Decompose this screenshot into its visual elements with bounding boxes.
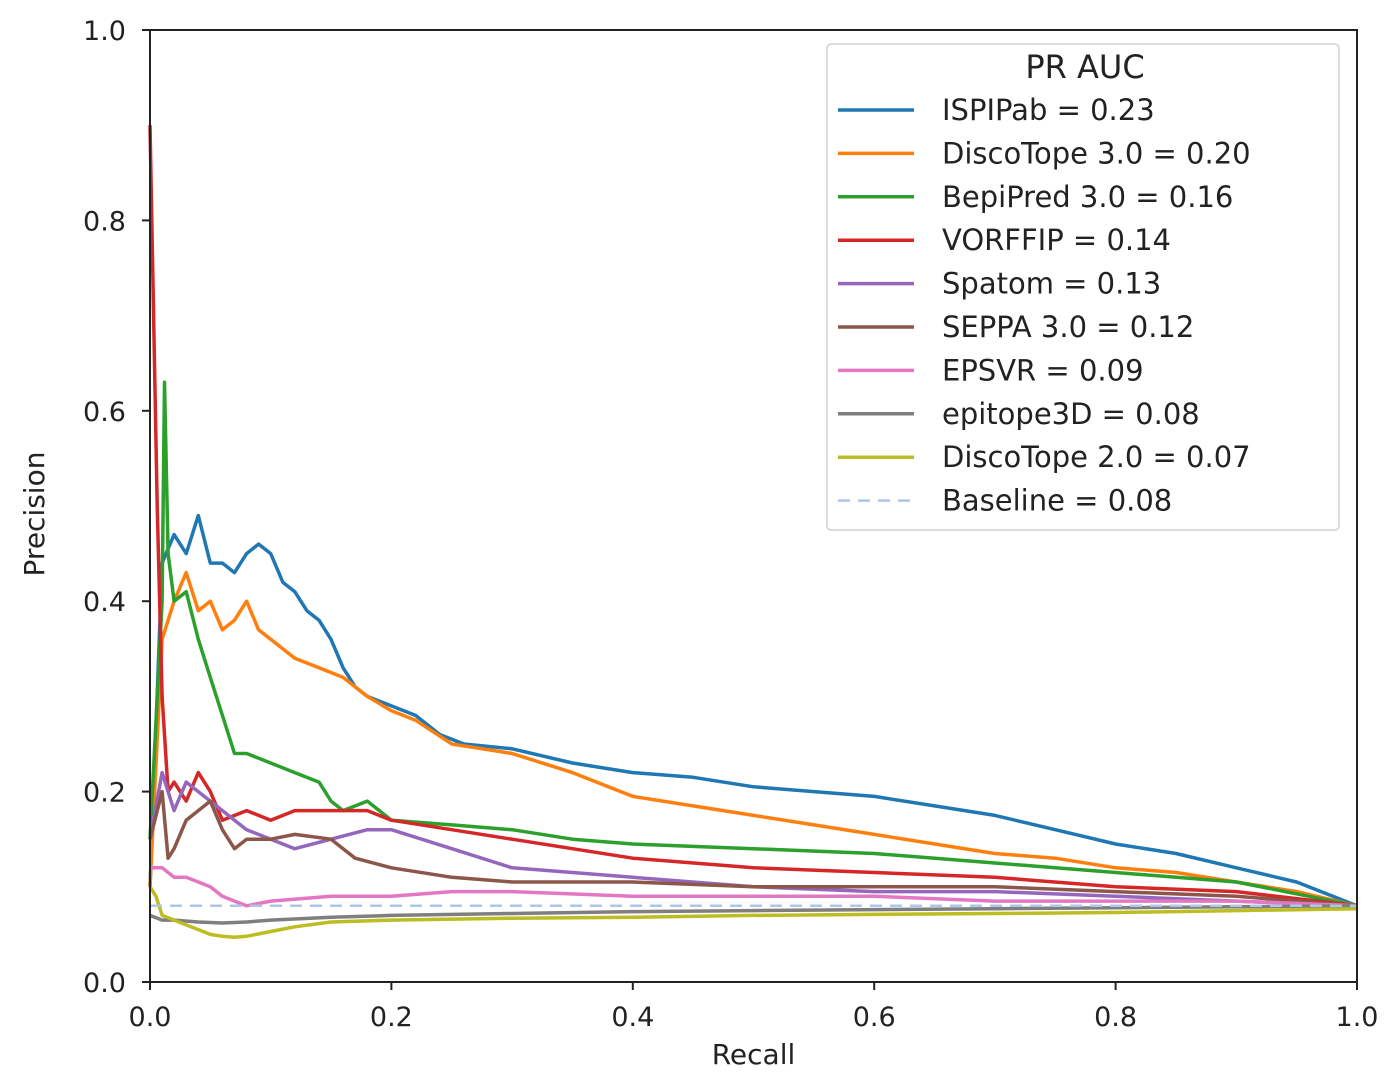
series-line-5 (148, 789, 1358, 908)
legend-items: ISPIPab = 0.23 DiscoTope 3.0 = 0.20 BepiPr… (838, 93, 1251, 518)
series-line-6 (150, 866, 1358, 908)
legend-box (826, 43, 1340, 531)
x-tick-label: 1.0 (1336, 1002, 1379, 1033)
x-tick-label: 0.4 (611, 1002, 654, 1033)
series-line-7 (149, 904, 1358, 925)
x-tick-label: 0.6 (853, 1002, 896, 1033)
y-tick-label: 0.6 (83, 397, 126, 428)
legend: PR AUC ISPIPab = 0.23 DiscoTope 3.0 = 0.2… (826, 43, 1340, 531)
legend-label-2: BepiPred 3.0 = 0.16 (942, 180, 1233, 214)
series-line-2 (148, 380, 1358, 908)
series-line-8 (148, 885, 1358, 940)
legend-label-0: ISPIPab = 0.23 (942, 93, 1155, 127)
legend-label-6: EPSVR = 0.09 (942, 353, 1144, 387)
ticks-layer: 0.0 0.2 0.4 0.6 0.8 1.0 0.0 0.2 0.4 0.6 0.8 1.0 (83, 16, 1378, 1033)
legend-label-5: SEPPA 3.0 = 0.12 (942, 310, 1194, 344)
x-tick-label: 0.2 (370, 1002, 413, 1033)
legend-label-9: Baseline = 0.08 (942, 484, 1172, 518)
y-tick-label: 0.8 (83, 206, 126, 237)
x-axis-title: Recall (712, 1038, 796, 1071)
legend-title: PR AUC (1025, 48, 1144, 86)
y-tick-label: 1.0 (83, 16, 126, 47)
x-tick-label: 0.0 (129, 1002, 172, 1033)
x-tick-label: 0.8 (1094, 1002, 1137, 1033)
series-layer (148, 125, 1358, 940)
series-line-0 (148, 513, 1358, 908)
y-tick-label: 0.0 (83, 968, 126, 999)
legend-label-3: VORFFIP = 0.14 (942, 223, 1171, 257)
plot-frame (149, 29, 1358, 983)
series-line-1 (148, 570, 1358, 908)
y-axis-title: Precision (18, 452, 51, 577)
legend-label-4: Spatom = 0.13 (942, 267, 1161, 301)
legend-label-1: DiscoTope 3.0 = 0.20 (942, 136, 1251, 170)
y-tick-label: 0.4 (83, 587, 126, 618)
legend-label-7: epitope3D = 0.08 (942, 397, 1200, 431)
y-tick-label: 0.2 (83, 778, 126, 809)
legend-label-8: DiscoTope 2.0 = 0.07 (942, 440, 1251, 474)
